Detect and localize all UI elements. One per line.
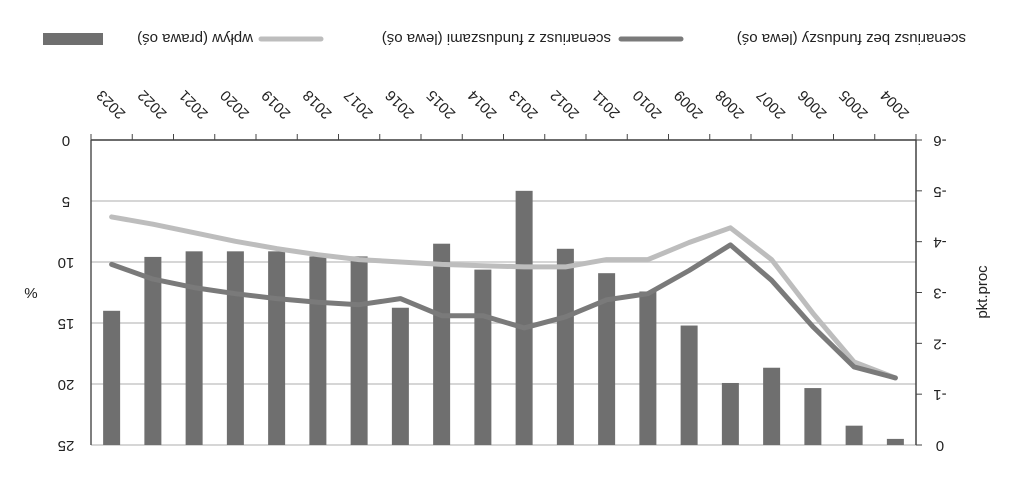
x-tick-label-2020: 2020	[217, 87, 253, 123]
x-tick-label-2009: 2009	[671, 87, 707, 123]
right-tick-labels: 0 -1 -2 -3 -4 -5 -6	[933, 132, 946, 454]
bar-2018	[309, 256, 327, 445]
right-tick-label: -1	[933, 386, 946, 403]
bar-2007	[763, 367, 781, 445]
bar-2005	[845, 425, 863, 445]
right-tick-label: 0	[936, 437, 944, 454]
bar-2017	[350, 256, 368, 445]
x-tick-label-2010: 2010	[630, 87, 666, 123]
bar-2014	[474, 269, 492, 445]
x-tick-label-2004: 2004	[877, 87, 913, 123]
right-tick-label: -3	[933, 285, 946, 302]
bar-2009	[680, 325, 698, 445]
bar-2022	[144, 256, 162, 445]
right-tick-label: -6	[933, 132, 946, 149]
bar-2012	[556, 248, 574, 445]
line-series-2	[109, 242, 898, 381]
bar-2013	[515, 190, 533, 445]
x-tick-labels: 2004200520062007200820092010201120122013…	[93, 87, 912, 123]
x-tick-label-2022: 2022	[135, 87, 171, 123]
bar-2010	[639, 291, 657, 445]
left-axis-label: %	[24, 284, 37, 301]
legend-label-1: wpływ (prawa oś)	[137, 30, 254, 47]
bar-2023	[103, 310, 121, 445]
bar-2020	[226, 251, 244, 445]
axes	[90, 134, 922, 446]
right-tick-label: -5	[933, 183, 946, 200]
left-tick-label: 10	[58, 254, 75, 271]
x-tick-label-2017: 2017	[341, 87, 377, 123]
x-tick-label-2007: 2007	[753, 87, 789, 123]
left-tick-label: 5	[62, 193, 70, 210]
line-series-1	[109, 214, 898, 381]
line-series	[109, 214, 898, 381]
right-axis-label: pkt.proc	[974, 265, 991, 319]
left-tick-label: 0	[62, 132, 70, 149]
bar-2006	[804, 388, 822, 445]
right-tick-label: -2	[933, 335, 946, 352]
x-tick-label-2015: 2015	[423, 87, 459, 123]
x-tick-label-2008: 2008	[712, 87, 748, 123]
left-tick-label: 25	[58, 437, 75, 454]
legend-label-2: scenariusz z funduszami (lewa oś)	[382, 30, 611, 47]
x-tick-label-2006: 2006	[795, 87, 831, 123]
bar-2011	[598, 273, 616, 445]
x-tick-label-2005: 2005	[836, 87, 872, 123]
x-tick-label-2016: 2016	[382, 87, 418, 123]
x-tick-label-2012: 2012	[547, 87, 583, 123]
bar-2021	[185, 251, 203, 445]
legend-swatch-bar	[43, 33, 103, 45]
x-tick-label-2023: 2023	[93, 87, 129, 123]
legend: wpływ (prawa oś) scenariusz z funduszami …	[43, 30, 966, 47]
x-tick-label-2019: 2019	[258, 87, 294, 123]
bar-series	[103, 190, 904, 445]
x-tick-label-2021: 2021	[176, 87, 212, 123]
bar-2016	[391, 307, 409, 445]
left-tick-labels: 0 5 10 15 20 25	[58, 132, 75, 454]
x-tick-label-2014: 2014	[465, 87, 501, 123]
right-tick-label: -4	[933, 234, 946, 251]
x-tick-label-2013: 2013	[506, 87, 542, 123]
bar-2019	[268, 251, 286, 445]
left-tick-label: 20	[58, 376, 75, 393]
bar-2004	[886, 438, 904, 445]
bar-2015	[433, 243, 451, 445]
x-tick-label-2018: 2018	[300, 87, 336, 123]
legend-label-3: scenariusz bez funduszy (lewa oś)	[737, 30, 966, 47]
left-tick-label: 15	[58, 315, 75, 332]
x-tick-label-2011: 2011	[589, 87, 624, 122]
bar-2008	[721, 382, 739, 445]
